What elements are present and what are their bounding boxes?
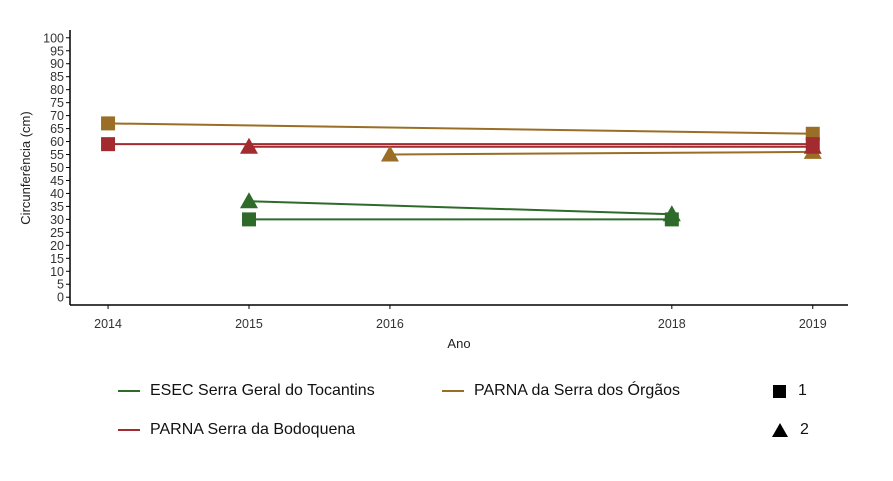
legend-line-icon [118,429,140,431]
y-tick-label: 40 [50,187,64,201]
series-line [108,122,813,135]
x-tick-label: 2015 [235,317,263,331]
x-tick-label: 2019 [799,317,827,331]
y-tick-label: 20 [50,239,64,253]
y-tick-label: 85 [50,70,64,84]
series-group [101,116,822,227]
triangle-marker [239,192,258,209]
y-tick-label: 90 [50,57,64,71]
square-icon [773,384,786,398]
line-chart: 0510152025303540455055606570758085909510… [18,30,848,351]
legend-item-esec: ESEC Serra Geral do Tocantins [118,382,375,400]
legend-label-esec: ESEC Serra Geral do Tocantins [150,382,375,399]
x-tick-label: 2016 [376,317,404,331]
x-tick-label: 2014 [94,317,122,331]
y-tick-label: 95 [50,44,64,58]
y-tick-label: 65 [50,122,64,136]
legend-label-parna-orgaos: PARNA da Serra dos Órgãos [474,382,681,399]
y-tick-label: 45 [50,174,64,188]
triangle-marker [239,137,258,154]
triangle-marker [662,205,681,222]
legend-line-icon [442,390,464,392]
y-ticks: 0510152025303540455055606570758085909510… [43,31,70,305]
square-marker [101,116,116,131]
square-marker [101,137,116,152]
legend-label-shape-2: 2 [800,421,809,438]
y-tick-label: 55 [50,148,64,162]
triangle-icon [772,423,788,437]
legend-item-parna-orgaos: PARNA da Serra dos Órgãos [442,382,680,400]
triangle-marker [803,137,822,154]
legend-item-shape-2: 2 [772,421,809,439]
y-tick-label: 15 [50,252,64,266]
y-tick-label: 0 [57,291,64,305]
x-tick-label: 2018 [658,317,686,331]
triangle-marker [380,145,399,162]
legend-line-icon [118,390,140,392]
series-line [248,200,672,216]
legend-label-parna-bodoquena: PARNA Serra da Bodoquena [150,421,356,438]
y-axis-label: Circunferência (cm) [18,111,33,224]
y-tick-label: 60 [50,135,64,149]
x-ticks: 2014 2015 2016 2018 2019 [94,305,827,331]
y-tick-label: 10 [50,265,64,279]
y-tick-label: 80 [50,83,64,97]
axes [69,30,848,306]
x-axis-label: Ano [447,336,470,351]
series-line [389,150,813,156]
legend-item-shape-1: 1 [773,382,807,400]
y-tick-label: 70 [50,109,64,123]
legend-label-shape-1: 1 [798,382,807,399]
y-tick-label: 100 [43,31,64,45]
y-tick-label: 75 [50,96,64,110]
y-tick-label: 35 [50,200,64,214]
y-tick-label: 5 [57,278,64,292]
legend-item-parna-bodoquena: PARNA Serra da Bodoquena [118,421,355,439]
y-tick-label: 50 [50,161,64,175]
y-tick-label: 25 [50,226,64,240]
y-tick-label: 30 [50,213,64,227]
square-marker [241,212,256,227]
